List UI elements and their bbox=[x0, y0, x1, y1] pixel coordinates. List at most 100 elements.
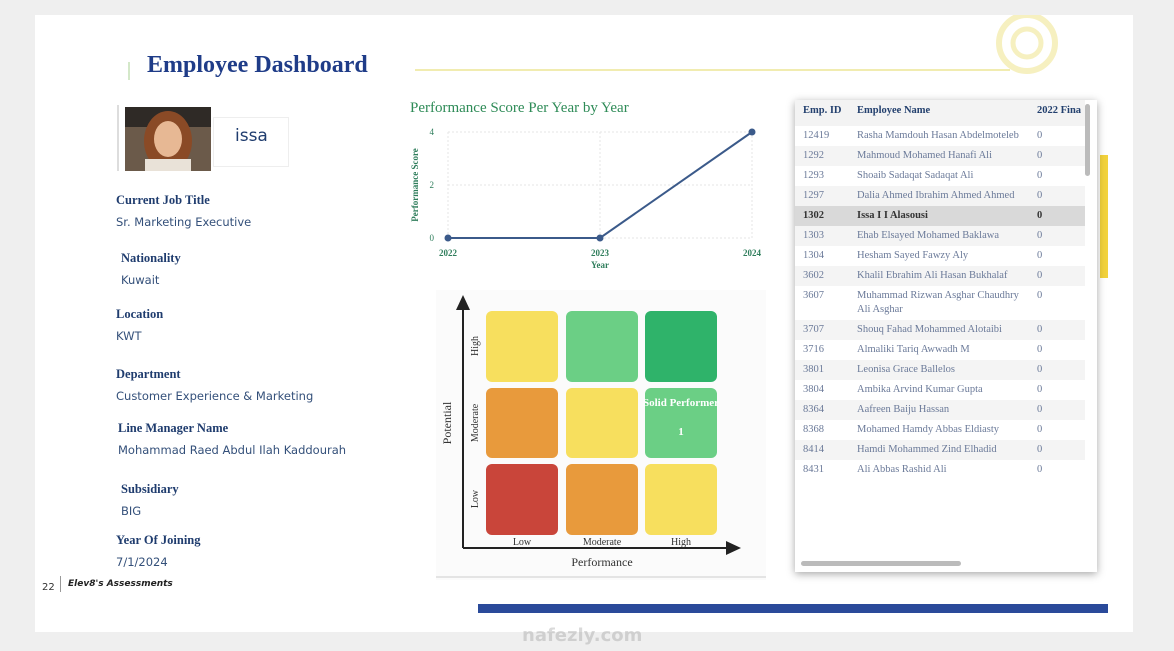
field-value: Sr. Marketing Executive bbox=[116, 215, 252, 229]
logo-decor bbox=[996, 15, 1058, 74]
page-title: Employee Dashboard bbox=[147, 52, 368, 78]
table-cell: 0 bbox=[1037, 170, 1043, 181]
line-chart: Performance Score Per Year by Year 0 2 4 202… bbox=[410, 100, 762, 270]
table-cell: 3607 bbox=[803, 290, 824, 301]
y-tick-label: 4 bbox=[430, 127, 435, 137]
table-row: 8368 Mohamed Hamdy Abbas Eldiasty 0 bbox=[795, 420, 1085, 440]
title-accent bbox=[128, 62, 130, 80]
y-axis-label: Performance Score bbox=[410, 148, 420, 222]
table-cell: 1304 bbox=[803, 250, 824, 261]
column-header: Employee Name bbox=[849, 100, 1029, 126]
table-cell: Khalil Ebrahim Ali Hasan Bukhalaf bbox=[849, 266, 1029, 286]
table-cell: 0 bbox=[1037, 344, 1043, 355]
table-cell: Muhammad Rizwan Asghar Chaudhry Ali Asgh… bbox=[857, 290, 1019, 315]
field-value: BIG bbox=[121, 504, 142, 518]
cell-title: Solid Performer bbox=[643, 397, 719, 409]
table-cell: 0 bbox=[1029, 400, 1085, 420]
point bbox=[596, 234, 604, 242]
col-label: Low bbox=[513, 537, 532, 548]
cell bbox=[486, 464, 558, 535]
table-cell: 0 bbox=[1029, 360, 1085, 380]
table-row: 3707 Shouq Fahad Mohammed Alotaibi 0 bbox=[795, 320, 1085, 340]
table-cell: 8431 bbox=[803, 464, 824, 475]
table-cell: Aafreen Baiju Hassan bbox=[849, 400, 1029, 420]
col-label: High bbox=[671, 537, 691, 548]
table-row: 3607 Muhammad Rizwan Asghar Chaudhry Ali … bbox=[795, 286, 1085, 320]
table-row: 8414 Hamdi Mohammed Zind Elhadid 0 bbox=[795, 440, 1085, 460]
table-cell: Almaliki Tariq Awwadh M bbox=[857, 344, 970, 355]
table-row: 1297 Dalia Ahmed Ibrahim Ahmed Ahmed 0 bbox=[795, 186, 1085, 206]
page-number: 22 bbox=[42, 582, 55, 593]
photo-rule bbox=[117, 105, 119, 171]
table-cell: 0 bbox=[1037, 424, 1043, 435]
table-cell: 0 bbox=[1037, 464, 1043, 475]
table-cell: Hesham Sayed Fawzy Aly bbox=[857, 250, 969, 261]
cell bbox=[486, 311, 558, 382]
x-tick-label: 2023 bbox=[591, 248, 610, 258]
table-cell: Dalia Ahmed Ibrahim Ahmed Ahmed bbox=[849, 186, 1029, 206]
x-axis-label: Year bbox=[591, 260, 609, 270]
cell bbox=[486, 388, 558, 458]
table-cell: 3801 bbox=[795, 360, 849, 380]
y-tick-label: 0 bbox=[430, 233, 435, 243]
row-label: Low bbox=[470, 489, 481, 508]
table-cell: 8414 bbox=[795, 440, 849, 460]
table-cell: Shoaib Sadaqat Sadaqat Ali bbox=[857, 170, 974, 181]
table-cell: 0 bbox=[1037, 130, 1043, 141]
table-cell: 3716 bbox=[803, 344, 824, 355]
footer-rule bbox=[60, 576, 61, 592]
watermark: nafezly.com bbox=[522, 625, 643, 646]
table-cell: 0 bbox=[1037, 250, 1043, 261]
table-cell: 3707 bbox=[795, 320, 849, 340]
cell bbox=[645, 311, 717, 382]
field-label: Nationality bbox=[121, 251, 181, 265]
column-header: Emp. ID bbox=[795, 100, 849, 126]
table-cell: 0 bbox=[1037, 384, 1043, 395]
name-card: issa bbox=[213, 117, 289, 167]
table-cell: 0 bbox=[1029, 206, 1085, 226]
v-scrollbar bbox=[1085, 104, 1090, 176]
column-header: 2022 Fina bbox=[1029, 100, 1085, 126]
field-value: Mohammad Raed Abdul Ilah Kaddourah bbox=[118, 443, 347, 457]
field-value: 7/1/2024 bbox=[116, 555, 168, 569]
chart-title: Performance Score Per Year by Year bbox=[410, 100, 629, 116]
point bbox=[444, 234, 452, 242]
table-cell: Hamdi Mohammed Zind Elhadid bbox=[849, 440, 1029, 460]
table-row: 1304 Hesham Sayed Fawzy Aly 0 bbox=[795, 246, 1085, 266]
table-row: 1303 Ehab Elsayed Mohamed Baklawa 0 bbox=[795, 226, 1085, 246]
table-cell: Ali Abbas Rashid Ali bbox=[857, 464, 947, 475]
table-row: 12419 Rasha Mamdouh Hasan Abdelmoteleb 0 bbox=[795, 126, 1085, 146]
field-value: Kuwait bbox=[121, 273, 160, 287]
table-cell: 1302 bbox=[795, 206, 849, 226]
table-cell: Rasha Mamdouh Hasan Abdelmoteleb bbox=[857, 130, 1019, 141]
table-cell: 8364 bbox=[795, 400, 849, 420]
point bbox=[748, 128, 756, 136]
table-cell: 0 bbox=[1029, 226, 1085, 246]
table-cell: Shouq Fahad Mohammed Alotaibi bbox=[849, 320, 1029, 340]
matrix-y-label: Potential bbox=[440, 401, 454, 444]
row-label: High bbox=[470, 336, 481, 356]
cell bbox=[566, 464, 638, 535]
profile-photo bbox=[125, 107, 211, 171]
table-cell: 0 bbox=[1037, 290, 1043, 301]
field-label: Line Manager Name bbox=[118, 421, 229, 435]
table-cell: 1303 bbox=[795, 226, 849, 246]
x-tick-label: 2024 bbox=[743, 248, 762, 258]
y-arrow bbox=[456, 295, 470, 310]
field-value: KWT bbox=[116, 329, 142, 343]
table-cell: Ambika Arvind Kumar Gupta bbox=[857, 384, 983, 395]
table-cell: 1293 bbox=[803, 170, 824, 181]
table-row: 3804 Ambika Arvind Kumar Gupta 0 bbox=[795, 380, 1085, 400]
table-cell: Mahmoud Mohamed Hanafi Ali bbox=[849, 146, 1029, 166]
cell-count: 1 bbox=[678, 426, 684, 438]
field-label: Subsidiary bbox=[121, 482, 179, 496]
table-row: 8431 Ali Abbas Rashid Ali 0 bbox=[795, 460, 1085, 480]
employee-table: Emp. ID Employee Name 2022 Fina 12419 Rasha… bbox=[795, 100, 1097, 572]
header-row: Emp. ID Employee Name 2022 Fina bbox=[795, 100, 1085, 126]
table-cell: 1297 bbox=[795, 186, 849, 206]
table-cell: 0 bbox=[1029, 186, 1085, 206]
cell bbox=[566, 311, 638, 382]
table-row: 3801 Leonisa Grace Ballelos 0 bbox=[795, 360, 1085, 380]
col-label: Moderate bbox=[583, 537, 622, 548]
table-cell: Mohamed Hamdy Abbas Eldiasty bbox=[857, 424, 1000, 435]
